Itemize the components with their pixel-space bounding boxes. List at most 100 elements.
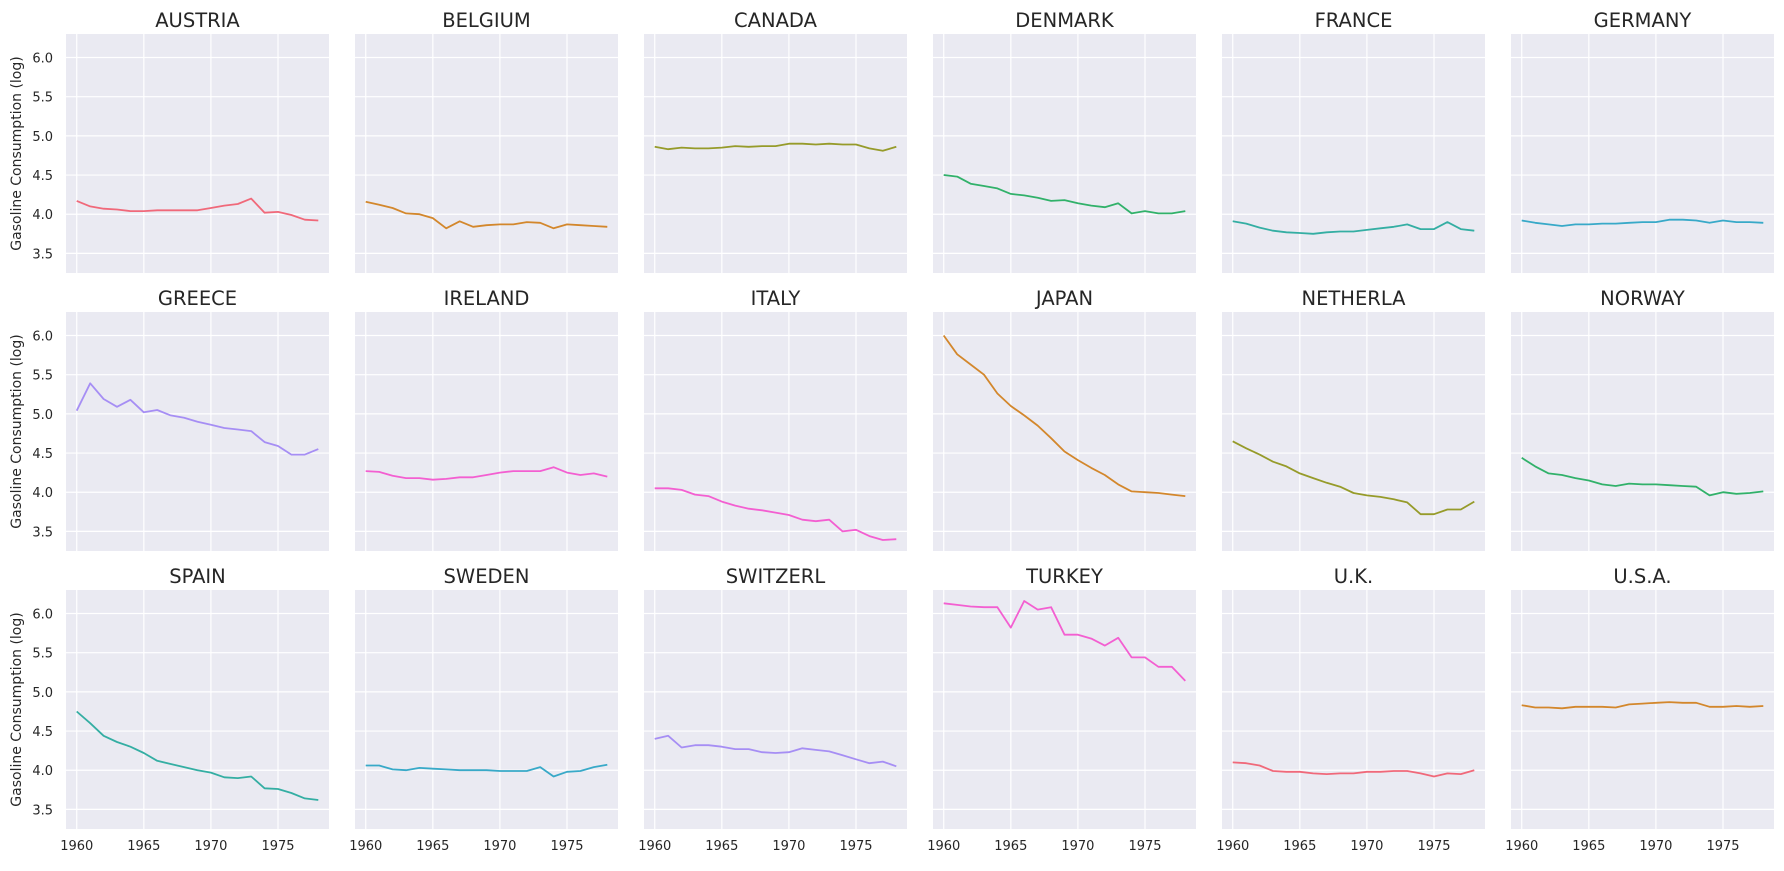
panel-background: [355, 590, 618, 829]
panel-austria: AUSTRIA 3.5 4.0 4.5 5.0 5.5 6.0 Gasoline Consum…: [9, 9, 329, 273]
panel-background: [66, 590, 329, 829]
x-tick-label: 1970: [1350, 839, 1383, 854]
y-tick-label: 4.0: [32, 208, 53, 223]
panel-denmark: DENMARK: [933, 9, 1196, 273]
panel-background: [1222, 590, 1485, 829]
x-tick-label: 1965: [416, 839, 449, 854]
panel-japan: JAPAN: [933, 287, 1196, 551]
panel-title: BELGIUM: [442, 9, 531, 32]
panel-title: SWITZERL: [726, 565, 826, 588]
x-tick-label: 1960: [1216, 839, 1249, 854]
panel-germany: GERMANY: [1511, 9, 1774, 273]
panel-title: TURKEY: [1025, 565, 1103, 588]
panel-background: [66, 34, 329, 273]
panel-title: IRELAND: [444, 287, 530, 310]
series-line: [365, 200, 608, 230]
panel-background: [1222, 312, 1485, 551]
panel-title: U.S.A.: [1613, 565, 1671, 588]
panel-title: GERMANY: [1594, 9, 1692, 32]
x-tick-label: 1970: [772, 839, 805, 854]
x-tick-label: 1960: [60, 839, 93, 854]
panel-background: [1511, 312, 1774, 551]
panel-background: [1511, 34, 1774, 273]
y-tick-label: 5.5: [32, 91, 53, 106]
panel-background: [66, 312, 329, 551]
panel-title: CANADA: [734, 9, 818, 32]
x-tick-label: 1970: [1061, 839, 1094, 854]
panel-background: [644, 34, 907, 273]
series-line: [1232, 220, 1475, 235]
x-tick-label: 1965: [1283, 839, 1316, 854]
series-line: [1521, 218, 1764, 227]
series-line: [365, 466, 608, 481]
series-line: [1232, 440, 1475, 516]
panel-u-s-a: U.S.A. 1960 1965 1970 1975: [1505, 565, 1774, 854]
panel-italy: ITALY: [644, 287, 907, 551]
panel-title: GREECE: [158, 287, 237, 310]
x-tick-label: 1975: [839, 839, 872, 854]
panel-background: [1222, 34, 1485, 273]
panel-background: [933, 590, 1196, 829]
y-axis-label: Gasoline Consumption (log): [9, 334, 25, 528]
x-tick-label: 1965: [994, 839, 1027, 854]
panel-sweden: SWEDEN 1960 1965 1970 1975: [349, 565, 618, 854]
x-tick-label: 1960: [638, 839, 671, 854]
panel-title: SPAIN: [169, 565, 226, 588]
y-tick-label: 6.0: [32, 608, 53, 623]
x-tick-label: 1975: [1417, 839, 1450, 854]
panel-title: FRANCE: [1315, 9, 1393, 32]
panel-title: NORWAY: [1600, 287, 1685, 310]
panel-title: JAPAN: [1034, 287, 1093, 310]
y-tick-label: 4.5: [32, 169, 53, 184]
y-tick-label: 4.5: [32, 447, 53, 462]
y-tick-label: 4.0: [32, 486, 53, 501]
x-tick-label: 1975: [550, 839, 583, 854]
series-line: [1232, 761, 1475, 778]
y-tick-label: 3.5: [32, 525, 53, 540]
x-tick-label: 1975: [1128, 839, 1161, 854]
series-line: [943, 174, 1186, 215]
x-tick-label: 1970: [1639, 839, 1672, 854]
panel-title: U.K.: [1334, 565, 1373, 588]
panel-ireland: IRELAND: [355, 287, 618, 551]
panel-belgium: BELGIUM: [355, 9, 618, 273]
panel-title: ITALY: [751, 287, 801, 310]
panel-greece: GREECE 3.5 4.0 4.5 5.0 5.5 6.0 Gasoline Consump…: [9, 287, 329, 551]
y-tick-label: 3.5: [32, 247, 53, 262]
y-axis-label: Gasoline Consumption (log): [9, 612, 25, 806]
y-tick-label: 5.0: [32, 408, 53, 423]
panel-background: [933, 34, 1196, 273]
x-tick-label: 1970: [483, 839, 516, 854]
y-tick-label: 4.5: [32, 725, 53, 740]
series-line: [365, 763, 608, 778]
panel-switzerl: SWITZERL 1960 1965 1970 1975: [638, 565, 907, 854]
x-tick-label: 1970: [194, 839, 227, 854]
y-tick-label: 5.0: [32, 686, 53, 701]
y-tick-label: 6.0: [32, 330, 53, 345]
panel-background: [355, 312, 618, 551]
series-line: [943, 600, 1186, 682]
panel-background: [1511, 590, 1774, 829]
panel-turkey: TURKEY 1960 1965 1970 1975: [927, 565, 1196, 854]
panel-spain: SPAIN 3.5 4.0 4.5 5.0 5.5 6.0 Gasoline Consumpt…: [9, 565, 329, 854]
series-line: [76, 710, 319, 801]
x-tick-label: 1960: [1505, 839, 1538, 854]
x-tick-label: 1975: [261, 839, 294, 854]
series-line: [942, 334, 1186, 497]
x-tick-label: 1965: [127, 839, 160, 854]
series-line: [75, 382, 319, 456]
x-tick-label: 1965: [1572, 839, 1605, 854]
panel-canada: CANADA: [644, 9, 907, 273]
y-axis-label: Gasoline Consumption (log): [9, 56, 25, 250]
series-line: [76, 197, 319, 222]
panel-background: [355, 34, 618, 273]
panel-title: DENMARK: [1015, 9, 1115, 32]
series-line: [1521, 457, 1764, 497]
panel-netherla: NETHERLA: [1222, 287, 1485, 551]
panel-u-k: U.K. 1960 1965 1970 1975: [1216, 565, 1485, 854]
panel-title: AUSTRIA: [155, 9, 240, 32]
panel-background: [933, 312, 1196, 551]
panel-norway: NORWAY: [1511, 287, 1774, 551]
